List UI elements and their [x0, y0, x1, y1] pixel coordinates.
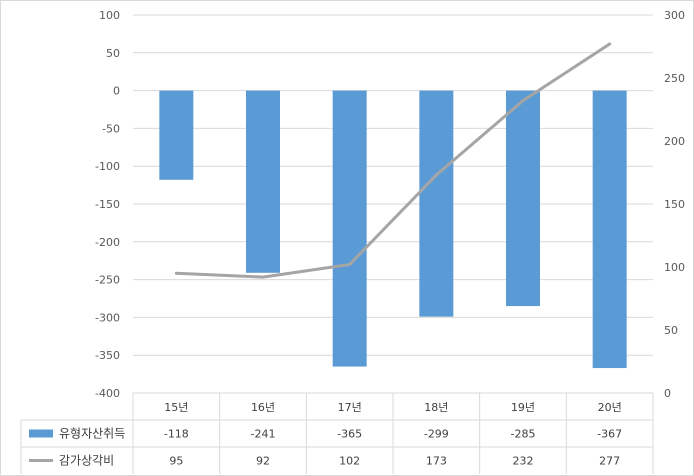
legend-label: 유형자산취득 — [59, 427, 125, 441]
table-cell: 95 — [169, 455, 183, 468]
legend-label: 감가상각비 — [59, 454, 114, 468]
left-tick-label: 0 — [113, 85, 120, 98]
right-tick-label: 200 — [664, 135, 685, 148]
left-tick-label: -300 — [95, 311, 120, 324]
table-cell: -299 — [424, 428, 449, 441]
left-y-axis: 100 50 0 -50 -100 -150 -200 -250 -300 -350 -400 — [95, 9, 120, 400]
line-series-감가상각비 — [174, 42, 612, 279]
bar — [332, 90, 367, 367]
series-line — [176, 42, 611, 279]
right-tick-label: 100 — [664, 261, 685, 274]
category-label: 15년 — [164, 401, 188, 414]
right-y-axis: 300 250 200 150 100 50 0 — [664, 9, 685, 400]
right-tick-label: 0 — [664, 387, 671, 400]
table-cell: 232 — [513, 455, 534, 468]
table-cell: -241 — [251, 428, 276, 441]
category-label: 18년 — [424, 401, 448, 414]
right-tick-label: 300 — [664, 9, 685, 22]
bar — [506, 90, 540, 307]
left-tick-label: -400 — [95, 387, 120, 400]
table-cell: -285 — [511, 428, 536, 441]
bar — [159, 90, 194, 180]
right-tick-label: 150 — [664, 198, 685, 211]
left-tick-label: -350 — [95, 349, 120, 362]
category-label: 19년 — [511, 401, 535, 414]
left-tick-label: 50 — [106, 47, 120, 60]
table-cell: -367 — [597, 428, 622, 441]
right-tick-label: 250 — [664, 72, 685, 85]
left-tick-label: -250 — [95, 274, 120, 287]
bar — [592, 90, 627, 369]
category-label: 17년 — [338, 401, 362, 414]
left-tick-label: -200 — [95, 236, 120, 249]
bar — [419, 90, 454, 317]
line-point — [521, 99, 525, 103]
bar-series-유형자산취득 — [159, 90, 627, 369]
left-tick-label: -50 — [102, 122, 120, 135]
table-cell: 92 — [256, 455, 270, 468]
table-cell: 102 — [339, 455, 360, 468]
line-point — [434, 173, 438, 177]
table-cell: 277 — [599, 455, 620, 468]
bar — [246, 90, 280, 273]
line-point — [174, 271, 178, 275]
gridlines — [133, 14, 653, 356]
legend-key-bar — [29, 429, 53, 438]
line-point — [348, 262, 352, 266]
table-cell: -118 — [164, 428, 189, 441]
left-tick-label: -150 — [95, 198, 120, 211]
category-label: 20년 — [598, 401, 622, 414]
line-point — [261, 275, 265, 279]
left-tick-label: 100 — [99, 9, 120, 22]
left-tick-label: -100 — [95, 160, 120, 173]
right-tick-label: 50 — [664, 324, 678, 337]
category-label: 16년 — [251, 401, 275, 414]
line-point — [608, 42, 612, 46]
table-cell: -365 — [337, 428, 362, 441]
table-cell: 173 — [426, 455, 447, 468]
